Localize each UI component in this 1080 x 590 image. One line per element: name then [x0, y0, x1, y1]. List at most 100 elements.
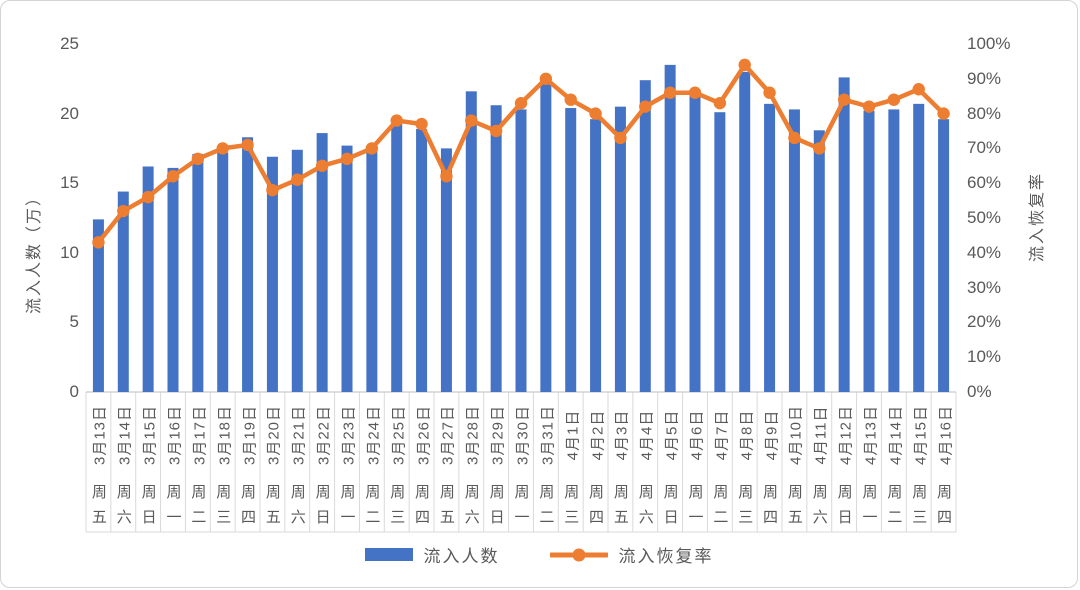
left-axis-tick-label: 5: [69, 312, 79, 332]
x-axis-weekday-label: 周六: [290, 484, 306, 526]
x-axis-weekday-label: 周六: [812, 484, 828, 526]
x-axis-weekday-label: 周三: [564, 484, 580, 526]
right-axis-tick-label: 90%: [967, 68, 1002, 88]
legend-line-label: 流入恢复率: [618, 547, 714, 566]
line-marker: [117, 204, 130, 218]
bar: [888, 109, 900, 392]
x-axis-date-label: 3月26日: [415, 404, 433, 466]
bar: [739, 71, 751, 392]
bar: [117, 191, 129, 392]
line-marker: [589, 107, 602, 120]
bar: [590, 119, 602, 392]
line-marker: [166, 170, 180, 183]
x-axis-date-label: 3月16日: [166, 404, 184, 466]
line-marker: [763, 86, 776, 99]
left-axis-tick-label: 25: [60, 34, 79, 53]
line-dot-swatch-icon: [549, 548, 608, 561]
right-axis-tick-label: 40%: [967, 242, 1002, 262]
right-axis-tick-label: 20%: [967, 312, 1002, 332]
bar: [714, 112, 726, 392]
line-marker: [216, 142, 229, 155]
line-marker: [415, 117, 428, 131]
bar: [788, 109, 800, 392]
x-axis-weekday-label: 周一: [514, 484, 530, 526]
x-axis-weekday-label: 周五: [787, 484, 803, 526]
bar: [540, 84, 552, 393]
x-axis-date-label: 3月24日: [365, 404, 383, 466]
x-axis-date-label: 3月31日: [539, 404, 557, 466]
x-axis-date-label: 4月8日: [738, 409, 756, 461]
x-axis-date-label: 3月18日: [216, 404, 234, 466]
x-axis-weekday-label: 周四: [763, 484, 779, 526]
line-marker: [241, 138, 254, 152]
x-axis-weekday-label: 周四: [589, 484, 605, 526]
x-axis-weekday-label: 周六: [638, 484, 654, 526]
line-marker: [191, 152, 205, 166]
line-marker: [738, 58, 751, 72]
x-axis-date-label: 3月17日: [191, 404, 209, 466]
x-axis-date-label: 4月11日: [812, 405, 830, 465]
x-axis-date-label: 4月6日: [688, 409, 706, 461]
bar: [440, 148, 452, 392]
x-axis-date-label: 3月30日: [514, 404, 532, 466]
bar: [813, 130, 825, 392]
line-marker: [340, 152, 354, 166]
bar: [192, 153, 204, 392]
legend-bar-label: 流入人数: [423, 547, 500, 566]
right-axis-tick-label: 50%: [967, 208, 1002, 227]
x-axis-date-label: 3月19日: [241, 404, 259, 466]
x-axis-weekday-label: 周三: [390, 484, 406, 526]
x-axis-date-label: 4月12日: [837, 404, 855, 466]
line-marker: [564, 93, 577, 106]
left-axis-tick-label: 15: [60, 173, 79, 193]
left-axis-tick-label: 10: [60, 242, 79, 262]
x-axis-weekday-label: 周一: [340, 484, 356, 526]
bar: [92, 219, 104, 392]
x-axis-date-label: 4月9日: [763, 409, 781, 461]
bar-swatch-icon: [364, 548, 413, 561]
x-axis-weekday-label: 周日: [837, 484, 853, 526]
x-axis-date-label: 3月13日: [91, 404, 109, 466]
x-axis-weekday-label: 周二: [191, 484, 207, 526]
bar: [938, 119, 950, 392]
line-marker: [887, 93, 901, 106]
bar: [341, 145, 353, 392]
bar: [515, 109, 527, 392]
x-axis-weekday-label: 周一: [862, 484, 878, 526]
legend-item-line: 流入恢复率: [549, 542, 714, 567]
x-axis-date-label: 3月27日: [439, 404, 457, 466]
bar: [266, 156, 278, 392]
x-axis-weekday-label: 周一: [166, 484, 182, 526]
x-axis-date-label: 3月14日: [116, 404, 134, 466]
legend: 流入人数 流入恢复率: [1, 542, 1077, 567]
line-marker: [862, 100, 876, 113]
x-axis-weekday-label: 周六: [116, 484, 132, 526]
right-axis-tick-label: 100%: [967, 34, 1011, 53]
bar: [565, 108, 577, 393]
line-marker: [788, 131, 801, 145]
bar: [664, 64, 676, 392]
x-axis-date-label: 4月15日: [912, 404, 930, 466]
x-axis-date-label: 4月14日: [887, 404, 905, 466]
x-axis-date-label: 3月25日: [390, 404, 408, 466]
x-axis-weekday-label: 周二: [365, 484, 381, 526]
x-axis-weekday-label: 周一: [688, 484, 704, 526]
line-marker: [813, 142, 826, 155]
bar: [316, 133, 328, 392]
line-marker: [315, 159, 329, 172]
right-axis-tick-label: 80%: [967, 103, 1002, 123]
bar: [913, 103, 925, 392]
bar: [142, 166, 154, 392]
bar: [366, 151, 378, 392]
right-axis-tick-label: 0%: [967, 382, 992, 401]
x-axis-date-label: 3月20日: [265, 404, 283, 466]
x-axis-weekday-label: 周六: [464, 484, 480, 526]
line-marker: [937, 107, 950, 120]
bar: [465, 91, 477, 392]
line-marker: [390, 114, 403, 127]
line-marker: [266, 183, 279, 197]
x-axis-weekday-label: 周三: [912, 484, 928, 526]
